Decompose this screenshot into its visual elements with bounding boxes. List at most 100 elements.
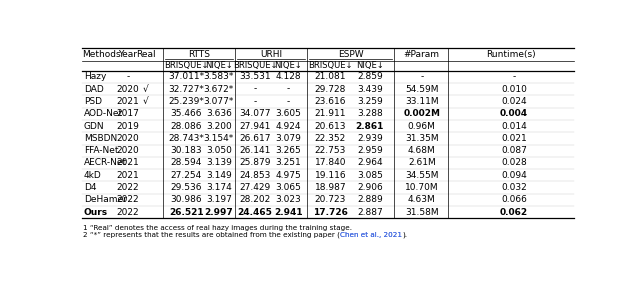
- Text: 22.352: 22.352: [315, 134, 346, 143]
- Text: -: -: [287, 97, 290, 106]
- Text: 0.094: 0.094: [501, 171, 527, 180]
- Text: 4.63M: 4.63M: [408, 195, 436, 205]
- Text: 0.96M: 0.96M: [408, 122, 436, 130]
- Text: 29.728: 29.728: [315, 85, 346, 93]
- Text: 28.086: 28.086: [170, 122, 202, 130]
- Text: Hazy: Hazy: [84, 72, 106, 81]
- Text: 24.853: 24.853: [239, 171, 271, 180]
- Text: 31.58M: 31.58M: [405, 208, 438, 217]
- Text: Methods: Methods: [83, 50, 121, 59]
- Text: ESPW: ESPW: [338, 50, 364, 59]
- Text: Chen et al., 2021: Chen et al., 2021: [340, 231, 402, 238]
- Text: 3.174: 3.174: [206, 183, 232, 192]
- Text: 3.085: 3.085: [357, 171, 383, 180]
- Text: 2.959: 2.959: [357, 146, 383, 155]
- Text: 33.531: 33.531: [239, 72, 271, 81]
- Text: 28.594: 28.594: [170, 159, 202, 168]
- Text: 18.987: 18.987: [314, 183, 346, 192]
- Text: 2.859: 2.859: [357, 72, 383, 81]
- Text: 0.010: 0.010: [501, 85, 527, 93]
- Text: AECR-Net: AECR-Net: [84, 159, 127, 168]
- Text: 3.154*: 3.154*: [204, 134, 234, 143]
- Text: 35.466: 35.466: [170, 109, 202, 118]
- Text: 2.889: 2.889: [357, 195, 383, 205]
- Text: 0.024: 0.024: [501, 97, 527, 106]
- Text: 3.605: 3.605: [276, 109, 301, 118]
- Text: 4.128: 4.128: [276, 72, 301, 81]
- Text: 4.68M: 4.68M: [408, 146, 436, 155]
- Text: 23.616: 23.616: [315, 97, 346, 106]
- Text: 0.014: 0.014: [501, 122, 527, 130]
- Text: 0.087: 0.087: [501, 146, 527, 155]
- Text: Runtime(s): Runtime(s): [486, 50, 536, 59]
- Text: 2.997: 2.997: [204, 208, 233, 217]
- Text: 3.672*: 3.672*: [204, 85, 234, 93]
- Text: 2019: 2019: [116, 122, 140, 130]
- Text: 4.924: 4.924: [276, 122, 301, 130]
- Text: -: -: [513, 72, 516, 81]
- Text: RTTS: RTTS: [188, 50, 210, 59]
- Text: 3.050: 3.050: [206, 146, 232, 155]
- Text: 0.002M: 0.002M: [403, 109, 440, 118]
- Text: 2.61M: 2.61M: [408, 159, 436, 168]
- Text: 28.743*: 28.743*: [168, 134, 204, 143]
- Text: 0.066: 0.066: [501, 195, 527, 205]
- Text: 3.077*: 3.077*: [204, 97, 234, 106]
- Text: 2.939: 2.939: [357, 134, 383, 143]
- Text: AOD-Net: AOD-Net: [84, 109, 123, 118]
- Text: 24.465: 24.465: [237, 208, 273, 217]
- Text: -: -: [287, 85, 290, 93]
- Text: 10.70M: 10.70M: [405, 183, 438, 192]
- Text: 0.021: 0.021: [501, 134, 527, 143]
- Text: 2020: 2020: [116, 85, 140, 93]
- Text: 2021: 2021: [116, 97, 140, 106]
- Text: DeHamer: DeHamer: [84, 195, 127, 205]
- Text: 0.028: 0.028: [501, 159, 527, 168]
- Text: 27.941: 27.941: [239, 122, 271, 130]
- Text: 3.149: 3.149: [206, 171, 232, 180]
- Text: #Param: #Param: [404, 50, 440, 59]
- Text: 2022: 2022: [116, 195, 140, 205]
- Text: 22.753: 22.753: [315, 146, 346, 155]
- Text: DAD: DAD: [84, 85, 104, 93]
- Text: 3.079: 3.079: [276, 134, 301, 143]
- Text: 25.879: 25.879: [239, 159, 271, 168]
- Text: 2017: 2017: [116, 109, 140, 118]
- Text: √: √: [143, 85, 148, 93]
- Text: 3.251: 3.251: [276, 159, 301, 168]
- Text: FFA-Net: FFA-Net: [84, 146, 118, 155]
- Text: 21.911: 21.911: [315, 109, 346, 118]
- Text: BRISQUE↓: BRISQUE↓: [164, 61, 209, 70]
- Text: URHI: URHI: [260, 50, 282, 59]
- Text: 33.11M: 33.11M: [405, 97, 438, 106]
- Text: 3.439: 3.439: [357, 85, 383, 93]
- Text: 20.613: 20.613: [315, 122, 346, 130]
- Text: 3.139: 3.139: [206, 159, 232, 168]
- Text: 3.259: 3.259: [357, 97, 383, 106]
- Text: 2.906: 2.906: [357, 183, 383, 192]
- Text: 17.726: 17.726: [313, 208, 348, 217]
- Text: 30.986: 30.986: [170, 195, 202, 205]
- Text: 26.521: 26.521: [169, 208, 204, 217]
- Text: 21.081: 21.081: [315, 72, 346, 81]
- Text: 2022: 2022: [116, 183, 140, 192]
- Text: 20.723: 20.723: [315, 195, 346, 205]
- Text: 2.964: 2.964: [357, 159, 383, 168]
- Text: 25.239*: 25.239*: [168, 97, 204, 106]
- Text: 3.197: 3.197: [206, 195, 232, 205]
- Text: 2.861: 2.861: [356, 122, 384, 130]
- Text: 26.141: 26.141: [239, 146, 271, 155]
- Text: 3.288: 3.288: [357, 109, 383, 118]
- Text: PSD: PSD: [84, 97, 102, 106]
- Text: 2.941: 2.941: [274, 208, 303, 217]
- Text: NIQE↓: NIQE↓: [356, 61, 384, 70]
- Text: 17.840: 17.840: [315, 159, 346, 168]
- Text: -: -: [127, 72, 130, 81]
- Text: 27.254: 27.254: [170, 171, 202, 180]
- Text: 28.202: 28.202: [239, 195, 271, 205]
- Text: 54.59M: 54.59M: [405, 85, 438, 93]
- Text: D4: D4: [84, 183, 97, 192]
- Text: -: -: [253, 85, 257, 93]
- Text: 2022: 2022: [116, 208, 140, 217]
- Text: 3.200: 3.200: [206, 122, 232, 130]
